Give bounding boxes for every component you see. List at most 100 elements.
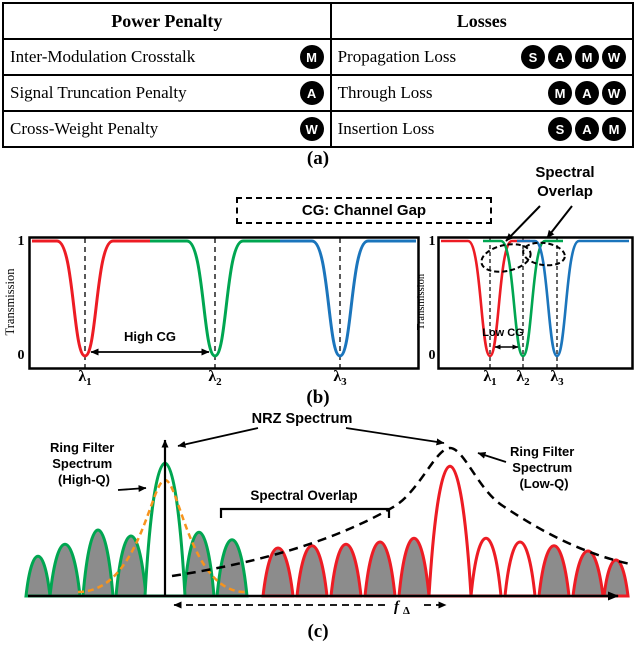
letter-badge-icon: M	[548, 81, 572, 105]
red-side-lobe	[469, 536, 503, 598]
y-min-label: 0	[17, 348, 25, 363]
low-cg-annotation: Low CG	[482, 327, 524, 339]
letter-badge-icon: M	[602, 117, 626, 141]
lambda-subscript: 1	[86, 376, 92, 389]
lambda-symbol: λ	[483, 368, 492, 385]
high-q-label: Ring Filter Spectrum (High-Q)	[50, 440, 118, 487]
overlap-pointer-arrow	[546, 205, 573, 239]
green-side-lobe	[114, 534, 148, 598]
red-side-lobe	[329, 543, 363, 598]
lambda-subscript: 3	[558, 376, 564, 389]
high-cg-annotation: High CG	[124, 329, 176, 344]
letter-badge-icon: W	[602, 81, 626, 105]
spectral-overlap-label: Spectral Overlap	[250, 488, 357, 503]
penalty-label: Signal Truncation Penalty	[10, 83, 187, 102]
loss-cell: Propagation Loss S A M W	[329, 38, 635, 76]
red-side-lobe	[363, 540, 397, 598]
notch-curve-red	[32, 239, 150, 358]
high-q-line2: Spectrum	[52, 456, 112, 471]
letter-badge-icon: W	[299, 117, 324, 141]
col-header-losses: Losses	[329, 2, 635, 40]
spectral-overlap-line2: Overlap	[537, 183, 593, 200]
red-side-lobe	[537, 544, 571, 598]
overlap-bracket	[219, 507, 391, 518]
penalty-icon-group: M	[299, 45, 324, 69]
low-q-label: Ring Filter Spectrum (Low-Q)	[510, 444, 578, 491]
channel-gap-legend-box: CG: Channel Gap	[236, 197, 492, 224]
channel-gap-label: CG: Channel Gap	[301, 202, 427, 219]
letter-badge-icon: M	[299, 45, 324, 69]
low-q-pointer-arrow	[477, 451, 507, 463]
penalty-label: Inter-Modulation Crosstalk	[10, 47, 196, 66]
red-side-lobe	[295, 544, 329, 598]
lambda-symbol: λ	[516, 368, 525, 385]
caption-a: (a)	[306, 148, 330, 169]
lambda-symbol: λ	[333, 368, 342, 385]
loss-cell: Through Loss M A W	[329, 74, 635, 112]
high-q-line1: Ring Filter	[50, 440, 114, 455]
penalty-cell: Inter-Modulation Crosstalk M	[2, 38, 332, 76]
loss-label: Propagation Loss	[337, 47, 457, 66]
loss-label: Through Loss	[337, 83, 433, 102]
plot-frame	[437, 236, 634, 370]
x-tick-lambda1: λ1	[475, 368, 505, 388]
red-side-lobe	[397, 536, 431, 598]
red-side-lobe	[571, 549, 605, 598]
letter-badge-icon: A	[575, 117, 599, 141]
low-cg-plot: Low CG	[437, 236, 634, 370]
green-side-lobe	[81, 528, 115, 598]
spectral-overlap-line1: Spectral	[535, 164, 595, 181]
penalty-label: Cross-Weight Penalty	[10, 119, 159, 138]
loss-label: Insertion Loss	[337, 119, 435, 138]
plot-frame	[28, 236, 420, 370]
table-row: Signal Truncation Penalty A Through Loss…	[2, 74, 635, 112]
lambda-symbol: λ	[78, 368, 87, 385]
letter-badge-icon: M	[575, 45, 599, 69]
low-q-line2: Spectrum	[512, 460, 572, 475]
spectral-overlap-callout: Spectral Overlap	[498, 163, 632, 201]
lambda-subscript: 2	[216, 376, 222, 389]
red-side-lobe	[503, 540, 537, 598]
penalty-icon-group: A	[299, 81, 324, 105]
lambda-symbol: λ	[208, 368, 217, 385]
letter-badge-icon: S	[548, 117, 572, 141]
x-tick-lambda3: λ3	[325, 368, 355, 388]
f-subscript: Δ	[403, 605, 410, 617]
letter-badge-icon: A	[575, 81, 599, 105]
letter-badge-icon: A	[548, 45, 572, 69]
x-tick-lambda2: λ2	[508, 368, 538, 388]
col-header-power-penalty: Power Penalty	[2, 2, 332, 40]
spectra-diagram: NRZ Spectrum Ring Filter Spectrum (High-…	[24, 411, 631, 617]
red-main-lobe	[427, 464, 473, 598]
x-tick-lambda2: λ2	[200, 368, 230, 388]
high-q-pointer-arrow	[117, 485, 147, 493]
y-axis-title: Transmission	[416, 273, 427, 331]
lambda-subscript: 1	[491, 376, 497, 389]
f-symbol: f	[394, 599, 401, 615]
penalty-cell: Signal Truncation Penalty A	[2, 74, 332, 112]
red-side-lobe	[261, 546, 295, 598]
green-side-lobe	[215, 538, 249, 598]
table-header-row: Power Penalty Losses	[2, 2, 635, 40]
lambda-subscript: 3	[341, 376, 347, 389]
green-side-lobe	[182, 530, 216, 598]
green-side-lobe	[48, 543, 82, 598]
low-q-line3: (Low-Q)	[519, 476, 568, 491]
x-tick-lambda1: λ1	[70, 368, 100, 388]
x-tick-lambda3: λ3	[542, 368, 572, 388]
loss-icon-group: M A W	[548, 81, 626, 105]
caption-b: (b)	[306, 387, 330, 408]
caption-c: (c)	[307, 621, 329, 642]
nrz-spectrum-label: NRZ Spectrum	[252, 411, 353, 427]
low-q-line1: Ring Filter	[510, 444, 574, 459]
high-cg-plot: High CG	[28, 236, 420, 370]
table-row: Cross-Weight Penalty W Insertion Loss S …	[2, 110, 635, 148]
nrz-arrow-right	[345, 427, 445, 446]
power-penalty-loss-table: Power Penalty Losses Inter-Modulation Cr…	[2, 2, 635, 148]
notch-curve-green	[150, 239, 280, 358]
penalty-cell: Cross-Weight Penalty W	[2, 110, 332, 148]
nrz-arrow-left	[177, 427, 259, 448]
letter-badge-icon: W	[602, 45, 626, 69]
high-q-line3: (High-Q)	[58, 472, 110, 487]
